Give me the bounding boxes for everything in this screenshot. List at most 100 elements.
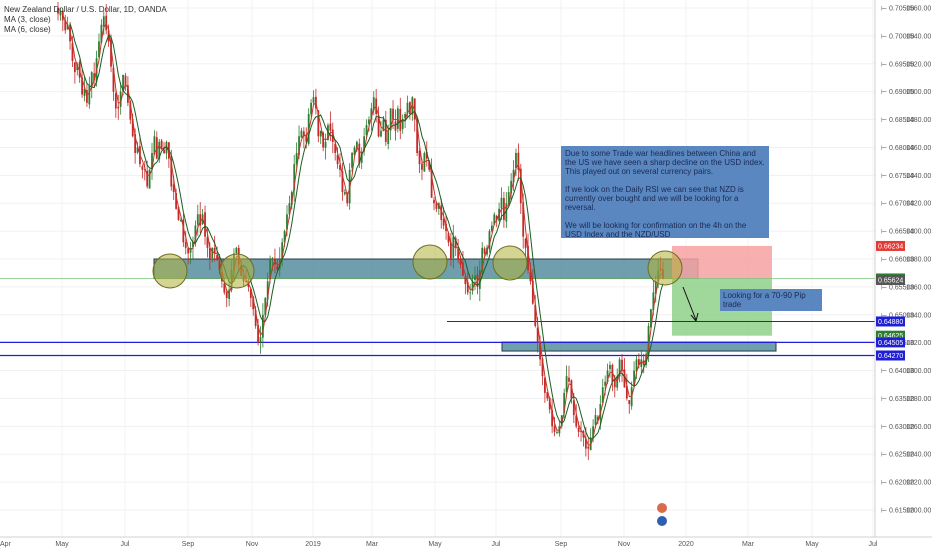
price-tick-label: ⊢ 0.70500: [881, 6, 914, 13]
candle-body: [283, 231, 286, 242]
candle-body: [365, 125, 368, 136]
candle-body: [592, 426, 594, 439]
time-tick-label: 2019: [305, 541, 321, 548]
index-tick-label: 1560.00: [906, 6, 931, 13]
candle-body: [146, 170, 149, 187]
candle-body: [100, 24, 103, 43]
candle-body: [433, 199, 435, 204]
candle-body: [225, 291, 228, 299]
candle-body: [310, 102, 312, 115]
candle-body: [517, 152, 520, 170]
candle-body: [324, 141, 327, 148]
candle-body: [556, 431, 558, 433]
candle-body: [346, 192, 349, 204]
candle-body: [519, 168, 522, 204]
ma3-legend[interactable]: MA (3, close): [4, 15, 51, 24]
candle-body: [172, 184, 175, 193]
price-tick-label: ⊢ 0.63000: [881, 424, 914, 431]
price-tag-bg: [876, 350, 905, 361]
price-tick-label: ⊢ 0.66000: [881, 257, 914, 264]
price-tag: 0.64505: [876, 337, 905, 348]
candle-body: [500, 197, 503, 209]
candle-body: [124, 75, 127, 87]
candle-body: [127, 85, 129, 103]
candle-body: [546, 392, 549, 399]
candle-body: [382, 119, 385, 132]
candle-body: [182, 219, 185, 243]
candle-body: [129, 100, 132, 120]
candle-body: [122, 74, 124, 92]
candle-body: [464, 276, 467, 285]
candle-body: [184, 242, 187, 248]
highlight-circle: [492, 245, 528, 281]
candle-body: [621, 359, 623, 371]
candle-body: [136, 147, 139, 153]
candle-body: [192, 242, 194, 248]
price-tick-label: ⊢ 0.69000: [881, 89, 914, 96]
candle-body: [522, 202, 525, 237]
candle-body: [141, 166, 144, 170]
candle-body: [319, 130, 322, 137]
candle-body: [474, 275, 476, 280]
candle-body: [355, 141, 358, 149]
candle-body: [413, 98, 416, 120]
index-tick-label: 1500.00: [906, 89, 931, 96]
candle-body: [216, 254, 218, 259]
candle-body: [76, 63, 79, 71]
candle-body: [524, 238, 527, 248]
candle-body: [488, 231, 491, 250]
candle-body: [541, 358, 544, 377]
price-tag: 0.66234: [876, 240, 905, 251]
candle-body: [71, 42, 74, 61]
candle-body: [572, 400, 575, 416]
candle-body: [650, 309, 652, 328]
candle-body: [208, 247, 211, 259]
candle-body: [370, 108, 373, 120]
candle-body: [416, 119, 419, 154]
time-tick-label: Mar: [366, 541, 379, 548]
candle-body: [401, 119, 404, 130]
candle-body: [317, 110, 320, 137]
candle-body: [563, 392, 566, 414]
candle-body: [180, 219, 182, 222]
price-tag-label: 0.64505: [878, 340, 903, 347]
price-tag-label: 0.66234: [878, 243, 903, 250]
candle-body: [175, 193, 178, 209]
highlight-circle: [219, 253, 255, 289]
support-zone: [501, 341, 777, 352]
time-axis[interactable]: May Jul Sep Nov 2019 Mar May Jul Sep Nov 2020 Mar Ma…: [0, 536, 932, 548]
candle-body: [358, 143, 361, 165]
index-tick-label: 1520.00: [906, 61, 931, 68]
candle-body: [257, 324, 259, 343]
time-tick-label: Nov: [246, 541, 259, 548]
index-tick-label: 1360.00: [906, 284, 931, 291]
index-tick-label: 1220.00: [906, 480, 931, 487]
index-tick-label: 1460.00: [906, 145, 931, 152]
price-tick-label: ⊢ 0.69500: [881, 61, 914, 68]
symbol-title[interactable]: New Zealand Dollar / U.S. Dollar, 1D, OA…: [4, 5, 167, 14]
price-tick-label: ⊢ 0.70000: [881, 33, 914, 40]
candle-body: [112, 67, 115, 92]
price-tag: 0.65624: [876, 274, 905, 285]
candle-body: [170, 158, 173, 187]
ma6-legend[interactable]: MA (6, close): [4, 25, 51, 34]
target-note[interactable]: Looking for a 70-90 Pip trade: [720, 289, 822, 311]
price-tick-label: ⊢ 0.67000: [881, 201, 914, 208]
candle-body: [218, 260, 221, 271]
moving-averages: [62, 14, 664, 446]
candle-body: [276, 265, 279, 271]
candle-body: [613, 379, 616, 388]
candle-body: [271, 259, 274, 260]
candle-body: [305, 134, 308, 142]
candle-body: [380, 130, 382, 137]
candle-body: [510, 180, 513, 194]
candle-body: [261, 314, 264, 338]
candle-body: [531, 280, 534, 304]
candle-body: [565, 376, 568, 393]
candle-body: [327, 125, 329, 141]
candle-body: [577, 427, 580, 432]
analysis-note[interactable]: Due to some Trade war headlines between …: [561, 146, 769, 239]
candle-body: [351, 153, 353, 168]
